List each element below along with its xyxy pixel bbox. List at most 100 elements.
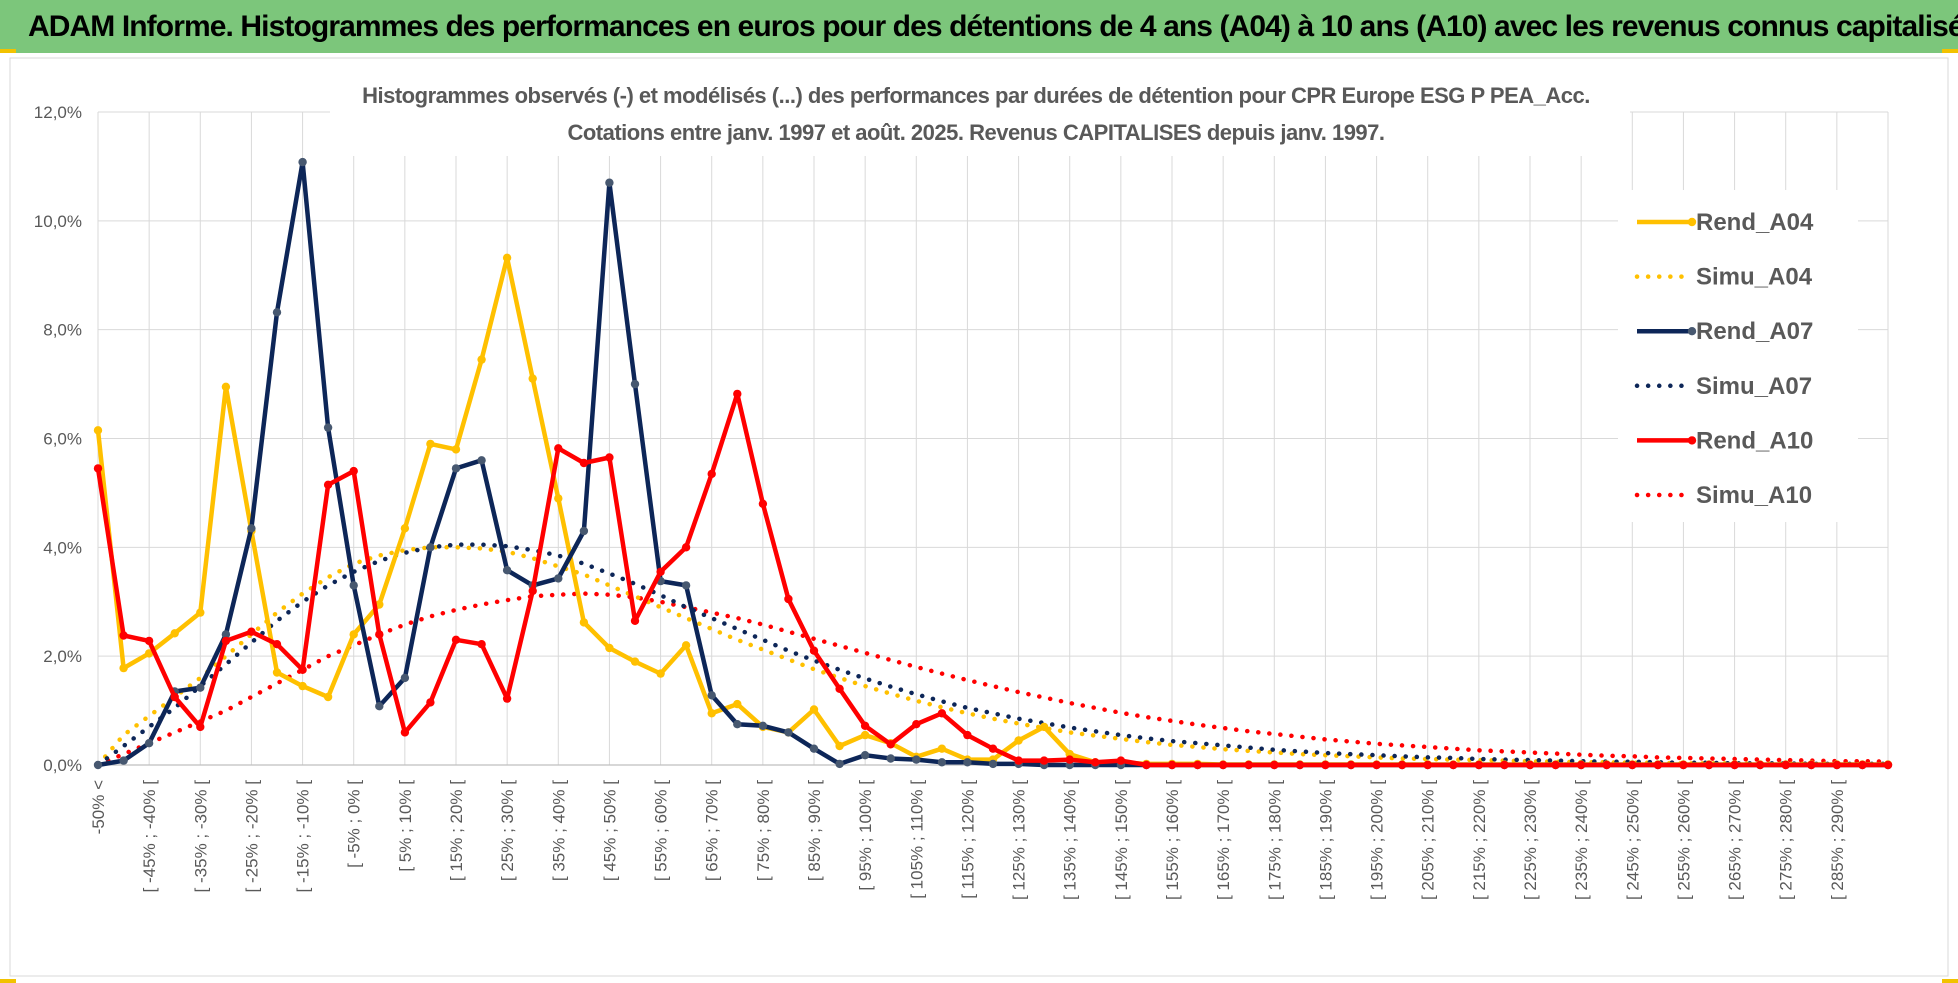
data-point xyxy=(758,499,768,508)
chart-area-border xyxy=(9,57,1949,977)
data-point xyxy=(835,759,844,769)
data-point xyxy=(1014,736,1023,745)
data-point xyxy=(937,744,947,753)
data-point xyxy=(707,469,716,479)
data-point xyxy=(733,389,742,399)
x-tick-label: [ 255% ; 260% [ xyxy=(1674,780,1693,900)
data-point xyxy=(400,728,410,737)
series-lines xyxy=(93,157,1893,770)
legend-marker xyxy=(1687,327,1697,336)
corner-mark-top-left xyxy=(0,49,16,53)
legend-item-rend_a10: Rend_A10 xyxy=(1637,427,1813,454)
data-point xyxy=(886,754,895,763)
data-point xyxy=(579,526,589,536)
data-point xyxy=(1244,760,1253,770)
data-point xyxy=(554,444,563,453)
x-tick-label: [ 145% ; 150% [ xyxy=(1112,780,1131,900)
x-tick-label: [ -45% ; -40% [ xyxy=(140,780,159,893)
data-point xyxy=(707,709,716,718)
x-tick-label: [ 265% ; 270% [ xyxy=(1726,780,1745,900)
data-point xyxy=(298,157,307,167)
data-point xyxy=(1730,760,1739,770)
data-point xyxy=(630,657,640,666)
x-tick-label: [ 185% ; 190% [ xyxy=(1316,780,1335,900)
y-tick-label: 6,0% xyxy=(43,430,82,449)
data-point xyxy=(298,681,307,691)
data-point xyxy=(886,740,895,749)
data-point xyxy=(451,464,461,473)
data-point xyxy=(323,480,333,489)
x-tick-label: [ 225% ; 230% [ xyxy=(1521,780,1540,900)
x-tick-label: [ 25% ; 30% [ xyxy=(498,780,517,881)
y-tick-label: 4,0% xyxy=(43,538,82,557)
legend-marker xyxy=(1687,436,1697,445)
data-point xyxy=(272,308,282,317)
x-tick-label: [ 275% ; 280% [ xyxy=(1777,780,1796,900)
legend-item-simu_a04: Simu_A04 xyxy=(1634,264,1813,291)
data-point xyxy=(912,755,921,764)
data-point xyxy=(1602,760,1611,770)
data-point xyxy=(784,728,793,737)
data-point xyxy=(630,616,640,625)
data-point xyxy=(963,758,972,767)
data-point xyxy=(937,758,947,767)
data-point xyxy=(400,524,410,533)
data-point xyxy=(119,756,128,765)
data-point xyxy=(502,253,512,262)
data-point xyxy=(1321,760,1330,770)
data-point xyxy=(196,722,205,732)
data-point xyxy=(1295,760,1305,770)
data-point xyxy=(681,641,691,650)
x-tick-label: [ 15% ; 20% [ xyxy=(447,780,466,881)
data-point xyxy=(298,665,307,674)
x-tick-label: [ -15% ; -10% [ xyxy=(294,780,313,893)
data-point xyxy=(451,445,461,454)
data-point xyxy=(1474,760,1484,770)
data-point xyxy=(426,439,435,449)
data-point xyxy=(860,751,870,760)
corner-mark-bottom-right xyxy=(1942,979,1958,983)
data-point xyxy=(733,699,742,709)
data-point xyxy=(656,567,665,576)
data-point xyxy=(835,684,844,693)
data-point xyxy=(528,374,537,383)
data-point xyxy=(1397,760,1407,770)
y-axis-ticks: 0,0% 2,0% 4,0% 6,0% 8,0% 10,0% 12,0% xyxy=(34,103,82,775)
data-point xyxy=(170,629,179,638)
data-point xyxy=(809,646,819,655)
x-tick-label: [ 195% ; 200% [ xyxy=(1368,780,1387,900)
data-point xyxy=(477,456,486,465)
data-point xyxy=(988,744,998,753)
report-banner: ADAM Informe. Histogrammes des performan… xyxy=(0,0,1958,53)
data-point xyxy=(809,705,819,714)
data-point xyxy=(1525,760,1535,770)
x-tick-label: [ 85% ; 90% [ xyxy=(805,780,824,881)
x-tick-label: [ 65% ; 70% [ xyxy=(703,780,722,881)
data-point xyxy=(272,640,282,649)
legend-item-simu_a07: Simu_A07 xyxy=(1634,373,1812,400)
x-tick-label: [ 135% ; 140% [ xyxy=(1061,780,1080,900)
y-tick-label: 0,0% xyxy=(43,756,82,775)
corner-mark-top-right xyxy=(1942,49,1958,53)
data-point xyxy=(247,627,256,636)
data-point xyxy=(1142,760,1151,770)
data-point xyxy=(733,720,742,729)
data-point xyxy=(221,630,231,639)
data-point xyxy=(502,566,512,575)
data-point xyxy=(681,543,691,552)
data-point xyxy=(554,494,563,503)
data-point xyxy=(963,730,972,740)
data-point xyxy=(860,730,870,740)
legend-label: Rend_A04 xyxy=(1696,209,1814,236)
data-point xyxy=(119,631,128,640)
legend-label: Simu_A07 xyxy=(1696,373,1812,400)
data-point xyxy=(937,709,947,718)
data-point xyxy=(1551,760,1560,770)
x-tick-label: [ -5% ; 0% [ xyxy=(345,780,364,868)
legend-item-rend_a07: Rend_A07 xyxy=(1637,318,1813,345)
chart-legend: Rend_A04 Simu_A04 Rend_A07 Simu_A07 Rend_A10… xyxy=(1634,209,1814,509)
y-tick-label: 12,0% xyxy=(34,103,82,122)
report-title: ADAM Informe. Histogrammes des performan… xyxy=(28,9,1958,43)
chart-title: Histogrammes observés (-) et modélisés (… xyxy=(362,83,1590,108)
x-tick-label: [ 205% ; 210% [ xyxy=(1419,780,1438,900)
